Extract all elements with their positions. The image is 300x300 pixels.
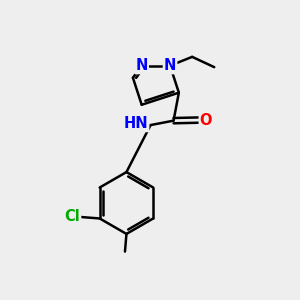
Text: Cl: Cl bbox=[64, 209, 80, 224]
Text: N: N bbox=[136, 58, 148, 73]
Text: HN: HN bbox=[124, 116, 148, 131]
Text: O: O bbox=[200, 112, 212, 128]
Text: N: N bbox=[164, 58, 176, 73]
